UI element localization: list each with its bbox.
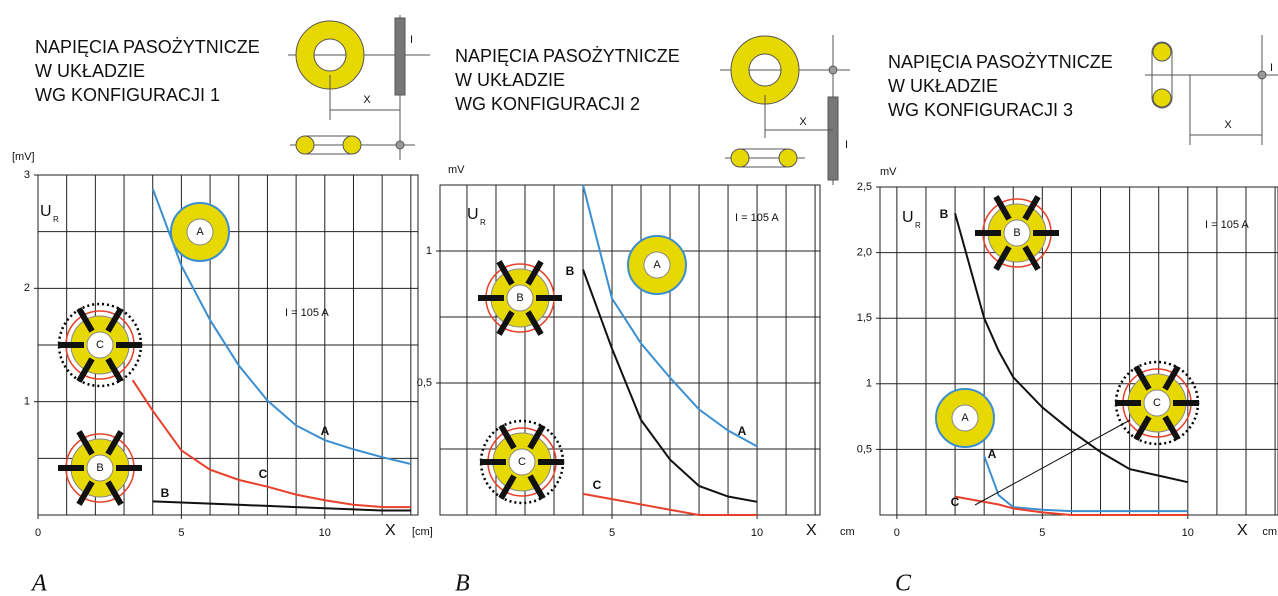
icon-label: B — [96, 462, 103, 474]
config-icon: B — [58, 432, 142, 505]
curve-label: A — [988, 447, 997, 461]
y-unit: mV — [880, 166, 897, 178]
diagram-label: X — [363, 94, 371, 106]
panel-label: B — [455, 571, 470, 596]
y-unit: mV — [448, 164, 465, 176]
y-tick-label: 0,5 — [857, 443, 872, 455]
chart-title: WG KONFIGURACJI 1 — [35, 85, 220, 105]
icon-label: B — [516, 292, 523, 304]
curve-label: A — [321, 424, 330, 438]
diagram-label: I — [1270, 62, 1273, 74]
x-tick-label: 0 — [35, 527, 41, 539]
config-icon: B — [975, 197, 1059, 270]
y-label-sub: R — [915, 221, 921, 230]
x-tick-label: 10 — [751, 527, 763, 539]
curve-label: C — [593, 478, 602, 492]
config-diagram-1 — [288, 15, 430, 160]
config-icon: A — [936, 389, 994, 447]
icon-label: C — [518, 456, 526, 468]
y-label-sub: R — [53, 215, 59, 224]
icon-label: C — [1153, 397, 1161, 409]
y-label: U — [467, 206, 479, 223]
x-tick-label: 10 — [319, 527, 331, 539]
y-label: U — [40, 203, 52, 220]
icon-label: A — [653, 259, 661, 271]
y-tick-label: 2,5 — [857, 181, 872, 193]
chart-title: WG KONFIGURACJI 3 — [888, 100, 1073, 120]
x-label: X — [1237, 522, 1248, 539]
y-tick-label: 1 — [426, 245, 432, 257]
y-label-sub: R — [480, 218, 486, 227]
icon-label: C — [96, 339, 104, 351]
y-tick-label: 1 — [866, 378, 872, 390]
chart-title: WG KONFIGURACJI 2 — [455, 94, 640, 114]
chart-title: NAPIĘCIA PASOŻYTNICZE — [455, 46, 680, 66]
curve-label: A — [738, 424, 747, 438]
y-unit: [mV] — [12, 151, 35, 163]
x-tick-label: 0 — [894, 527, 900, 539]
chart-title: W UKŁADZIE — [888, 76, 998, 96]
diagram-label: I — [845, 139, 848, 151]
y-tick-label: 1 — [24, 396, 30, 408]
curve-label: B — [940, 207, 949, 221]
x-tick-label: 5 — [178, 527, 184, 539]
curve-label: C — [951, 495, 960, 509]
x-unit: cm — [1262, 526, 1277, 538]
diagram-label: I — [410, 34, 413, 46]
current-label: I = 105 A — [285, 307, 329, 319]
config-icon: A — [628, 236, 686, 294]
x-unit: cm — [840, 526, 855, 538]
y-tick-label: 2 — [24, 282, 30, 294]
diagram-label: X — [799, 116, 807, 128]
x-unit: [cm] — [412, 526, 433, 538]
config-diagram-2 — [720, 35, 850, 185]
x-label: X — [806, 522, 817, 539]
chart-title: NAPIĘCIA PASOŻYTNICZE — [888, 52, 1113, 72]
x-tick-label: 5 — [609, 527, 615, 539]
figure: NAPIĘCIA PASOŻYTNICZE W UKŁADZIE WG KONFIG… — [0, 0, 1278, 596]
current-label: I = 105 A — [735, 212, 779, 224]
curve-label: C — [259, 467, 268, 481]
x-tick-label: 5 — [1039, 527, 1045, 539]
current-label: I = 105 A — [1205, 219, 1249, 231]
config-diagram-3 — [1145, 35, 1278, 145]
icon-label: A — [961, 412, 969, 424]
chart-title: W UKŁADZIE — [455, 70, 565, 90]
config-icon: C — [58, 304, 142, 386]
y-label: U — [902, 209, 914, 226]
y-tick-label: 0,5 — [417, 377, 432, 389]
curve-label: B — [566, 264, 575, 278]
config-icon: A — [171, 203, 229, 261]
plot-frame — [880, 187, 1278, 515]
y-tick-label: 1,5 — [857, 312, 872, 324]
config-icon: B — [478, 262, 562, 335]
panel-label: C — [895, 571, 912, 596]
config-icon: C — [1115, 362, 1199, 444]
config-icon: C — [480, 421, 564, 503]
icon-label: A — [196, 226, 204, 238]
chart-title: W UKŁADZIE — [35, 61, 145, 81]
x-tick-label: 10 — [1182, 527, 1194, 539]
chart-title: NAPIĘCIA PASOŻYTNICZE — [35, 37, 260, 57]
curve-label: B — [161, 486, 170, 500]
pointer-arrow — [975, 420, 1130, 505]
data-line — [133, 380, 411, 507]
y-tick-label: 3 — [24, 169, 30, 181]
diagram-label: X — [1224, 119, 1232, 131]
y-tick-label: 2,0 — [857, 247, 872, 259]
icon-label: B — [1013, 227, 1020, 239]
x-label: X — [385, 522, 396, 539]
panel-label: A — [30, 571, 47, 596]
